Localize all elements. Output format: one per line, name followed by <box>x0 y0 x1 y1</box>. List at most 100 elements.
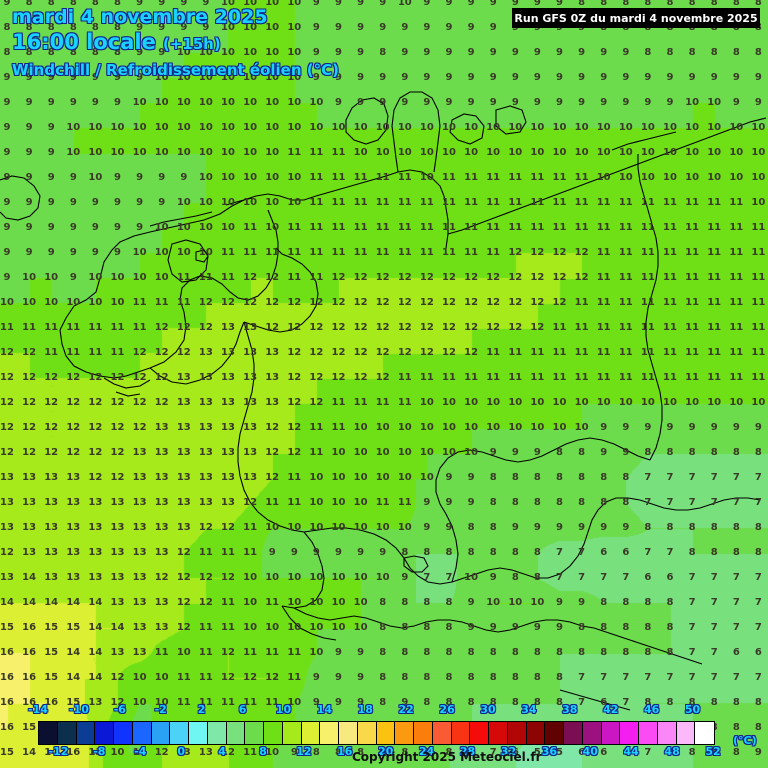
grid-value: 10 <box>309 597 324 608</box>
grid-value: 9 <box>91 247 99 258</box>
grid-value: 8 <box>533 472 541 483</box>
grid-value: 10 <box>486 597 501 608</box>
grid-value: 12 <box>375 347 390 358</box>
grid-value: 12 <box>287 397 302 408</box>
grid-value: 11 <box>110 347 125 358</box>
grid-value: 8 <box>533 672 541 683</box>
grid-value: 10 <box>287 697 302 708</box>
grid-value: 11 <box>442 372 456 383</box>
grid-value: 10 <box>353 122 368 133</box>
grid-value: 11 <box>243 222 258 233</box>
grid-value: 12 <box>22 372 37 383</box>
grid-value: 11 <box>707 372 722 383</box>
grid-value: 9 <box>688 72 696 83</box>
grid-value: 9 <box>25 172 33 183</box>
grid-value: 10 <box>66 147 81 158</box>
grid-value: 11 <box>596 247 611 258</box>
grid-value: 10 <box>574 147 589 158</box>
grid-value: 9 <box>401 72 409 83</box>
grid-value: 15 <box>44 672 59 683</box>
grid-value: 12 <box>353 347 368 358</box>
grid-value: 11 <box>486 222 501 233</box>
grid-value: 11 <box>751 322 766 333</box>
grid-value: 10 <box>685 397 700 408</box>
grid-value: 10 <box>221 122 235 133</box>
grid-value: 10 <box>419 122 434 133</box>
grid-value: 12 <box>110 472 125 483</box>
grid-value: 8 <box>401 597 409 608</box>
grid-value: 13 <box>221 347 235 358</box>
grid-value: 9 <box>533 622 541 633</box>
grid-value: 7 <box>710 647 718 658</box>
grid-value: 10 <box>640 122 655 133</box>
grid-value: 5 <box>533 747 541 758</box>
grid-value: 10 <box>287 0 302 8</box>
legend-swatch <box>582 722 602 744</box>
grid-value: 9 <box>268 547 276 558</box>
grid-value: 12 <box>375 272 390 283</box>
grid-value: 9 <box>710 422 718 433</box>
grid-value: 8 <box>3 47 11 58</box>
grid-value: 10 <box>751 122 766 133</box>
grid-value: 9 <box>91 197 99 208</box>
grid-value: 10 <box>508 147 523 158</box>
grid-value: 9 <box>556 0 563 8</box>
grid-value: 13 <box>66 497 81 508</box>
grid-value: 7 <box>732 622 740 633</box>
legend-swatch <box>339 722 358 744</box>
grid-value: 11 <box>287 222 302 233</box>
grid-value: 13 <box>198 422 213 433</box>
grid-value: 9 <box>732 72 740 83</box>
grid-value: 12 <box>132 372 147 383</box>
grid-value: 9 <box>445 22 453 33</box>
grid-value: 10 <box>331 447 346 458</box>
border-path <box>281 605 337 641</box>
color-scale-legend: (°C) -14 -10 -6 -2 2 6 10 14 18 22 26 30 34 38 42 46 50-… <box>0 700 768 768</box>
grid-value: 11 <box>198 647 213 658</box>
grid-value: 8 <box>600 597 608 608</box>
grid-value: 11 <box>309 272 324 283</box>
grid-value: 8 <box>335 747 342 758</box>
grid-value: 10 <box>154 72 169 83</box>
grid-value: 9 <box>114 197 121 208</box>
grid-value: 12 <box>397 347 412 358</box>
grid-value: 13 <box>88 522 103 533</box>
grid-value: 10 <box>176 72 191 83</box>
grid-value: 10 <box>375 572 390 583</box>
grid-value: 11 <box>309 222 324 233</box>
grid-value: 11 <box>751 297 766 308</box>
grid-value: 8 <box>644 522 652 533</box>
grid-value: 14 <box>110 622 125 633</box>
grid-value: 9 <box>69 72 77 83</box>
grid-value: 9 <box>3 0 11 8</box>
grid-value: 10 <box>530 597 545 608</box>
grid-value: 7 <box>754 497 762 508</box>
grid-value: 9 <box>114 172 121 183</box>
grid-value: 9 <box>47 197 55 208</box>
border-path <box>639 497 761 511</box>
grid-value: 10 <box>331 572 346 583</box>
grid-value: 11 <box>685 247 700 258</box>
grid-value: 10 <box>132 97 147 108</box>
grid-value: 10 <box>221 172 235 183</box>
grid-value: 11 <box>663 297 677 308</box>
grid-value: 9 <box>114 247 121 258</box>
grid-value: 9 <box>423 497 431 508</box>
grid-value: 8 <box>401 622 409 633</box>
grid-value: 10 <box>265 97 280 108</box>
grid-value: 13 <box>154 422 169 433</box>
grid-value: 12 <box>154 572 169 583</box>
grid-value: 13 <box>154 472 169 483</box>
grid-value: 11 <box>618 272 633 283</box>
grid-value: 8 <box>489 472 497 483</box>
title-time-row: 16:00 locale (+15h) <box>12 31 339 53</box>
grid-value: 12 <box>243 297 258 308</box>
grid-value: 12 <box>375 297 390 308</box>
grid-value: 10 <box>110 122 125 133</box>
grid-value: 7 <box>732 597 740 608</box>
grid-value: 13 <box>154 597 169 608</box>
grid-value: 13 <box>243 397 258 408</box>
grid-value: 12 <box>287 347 302 358</box>
grid-value: 11 <box>176 297 191 308</box>
grid-value: 11 <box>640 247 655 258</box>
